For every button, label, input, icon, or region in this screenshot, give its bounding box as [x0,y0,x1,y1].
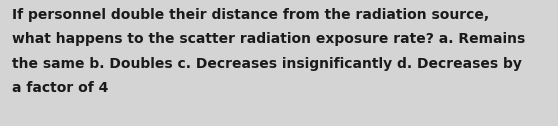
Text: If personnel double their distance from the radiation source,: If personnel double their distance from … [12,8,489,22]
Text: the same b. Doubles c. Decreases insignificantly d. Decreases by: the same b. Doubles c. Decreases insigni… [12,57,522,71]
Text: a factor of 4: a factor of 4 [12,82,108,96]
Text: what happens to the scatter radiation exposure rate? a. Remains: what happens to the scatter radiation ex… [12,33,525,46]
